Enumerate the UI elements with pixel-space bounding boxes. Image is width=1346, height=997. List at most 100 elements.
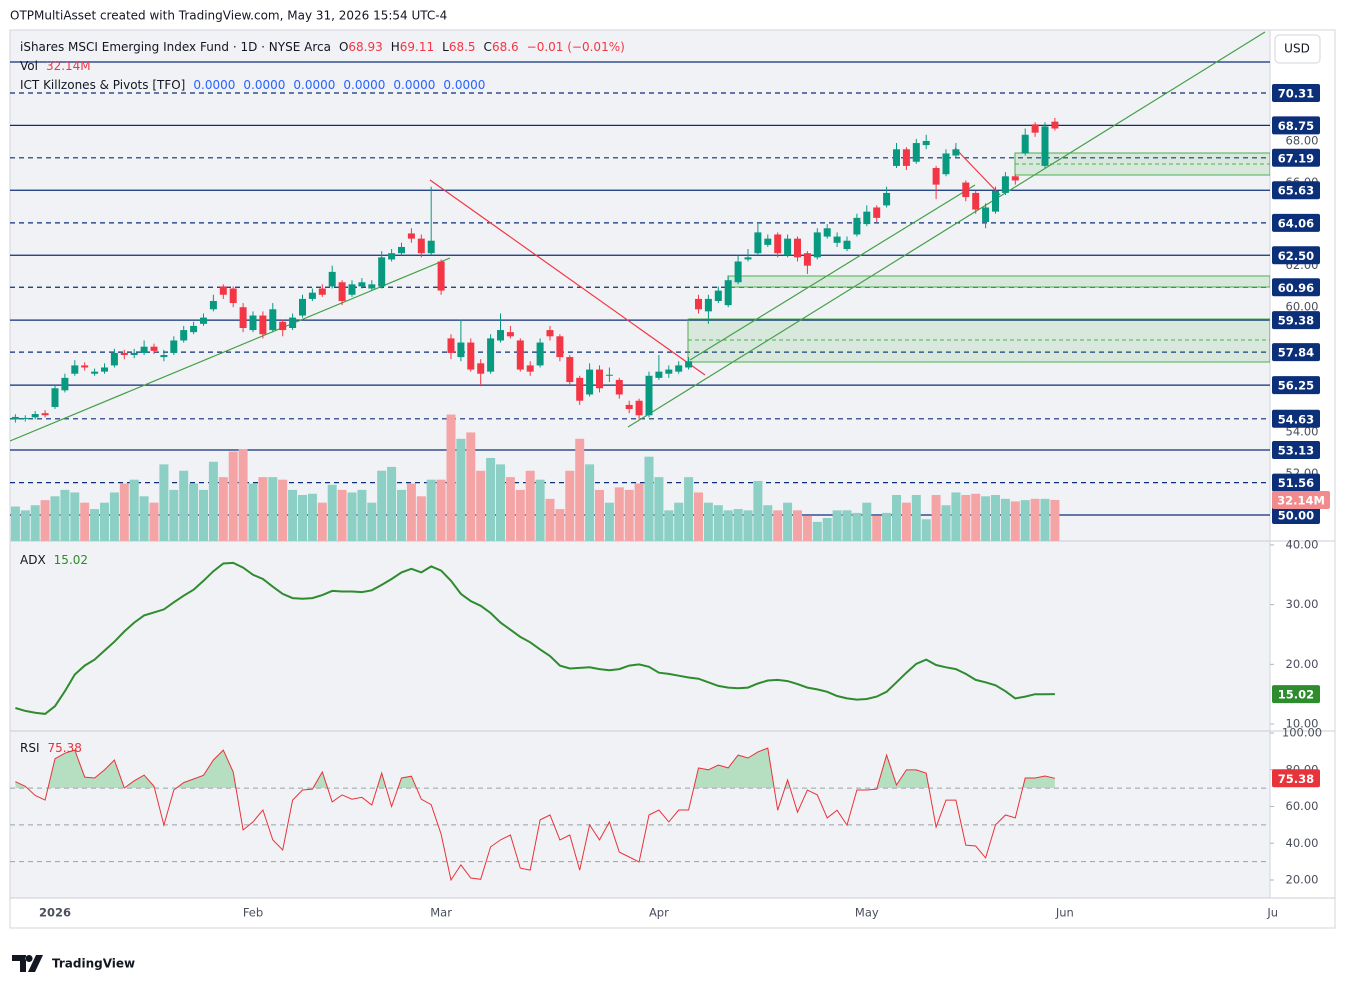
trend-line [954,147,1001,196]
candle-body [328,271,336,287]
brand: TradingView [52,957,135,971]
volume-bar [1020,500,1030,541]
candle-body [1051,121,1059,129]
volume-last-label: 32.14M [1277,493,1325,507]
volume-bar [901,502,911,541]
volume-bar [1030,498,1040,541]
candle-body [71,365,79,374]
candle-body [932,167,940,185]
y-tick-label: 20.00 [1286,872,1319,886]
level-label-box [1272,246,1320,265]
candle-body [922,140,930,146]
volume-bar [525,470,535,541]
candle-body [516,340,524,370]
candle-body [665,369,673,374]
volume-bar [545,498,555,541]
level-label-box [1272,148,1320,167]
candle-body [259,315,267,335]
volume-bars [10,414,1060,541]
volume-bar [783,502,793,541]
ohlc-value: 68.93 [348,40,382,54]
volume-bar [664,510,674,541]
candle-body [843,240,851,250]
volume-bar [317,502,327,541]
candle-body [41,413,49,416]
candle-body [586,369,594,395]
volume-bar [595,489,604,541]
candle-body [437,261,445,291]
volume-bar [129,479,139,541]
volume-bar [80,502,90,541]
candle-body [1011,176,1019,181]
candle-body [714,290,722,301]
level-label: 60.96 [1278,281,1314,295]
volume-bar [1000,498,1010,541]
volume-bar [535,479,545,541]
candle-body [675,365,683,372]
candle-body [813,232,821,258]
volume-bar [585,464,595,541]
level-label: 51.56 [1278,476,1314,490]
indicator-value: 0.0000 [193,78,235,92]
candle-body [794,238,801,258]
volume-bar [149,502,159,541]
candle-body [685,361,693,368]
y-tick-label: 60.00 [1286,799,1319,813]
candle-body [398,246,405,254]
candle-body [249,315,257,331]
candle-body [219,286,227,295]
trend-line [627,31,1266,428]
candle-body [140,346,148,353]
volume-bar [713,505,723,541]
trend-line [10,257,451,442]
candle-body [229,288,237,304]
candle-body [487,338,495,372]
volume-bar [654,477,664,541]
level-label: 68.75 [1278,119,1314,133]
change: −0.01 (−0.01%) [527,40,625,54]
symbol: iShares MSCI Emerging Index Fund · 1D · … [20,40,331,54]
adx-pane [15,561,1055,715]
volume-bar [991,495,1000,541]
candle-body [635,400,643,416]
candle-body [110,352,118,366]
volume-bar [268,477,278,541]
candle-body [1021,134,1029,154]
candle-body [883,192,891,206]
volume-bar [337,489,347,541]
candle-body [942,153,950,175]
candle-body [912,143,920,162]
volume-bar [30,505,40,541]
candle-body [51,388,59,407]
volume-bar [644,456,654,541]
candle-body [992,190,999,212]
volume-bar [307,493,317,541]
candle-body [180,330,188,341]
currency-box[interactable] [1274,34,1321,64]
level-label-box [1272,376,1320,395]
volume-bar [674,502,684,541]
candle-body [615,379,623,395]
volume-bar [476,470,486,541]
volume-bar [20,510,30,541]
volume-bar [466,432,476,541]
candle-body [407,233,415,239]
candle-body [338,282,346,301]
candle-body [497,330,504,341]
ohlc-letter: O [339,40,348,54]
chart-frame [9,29,1336,929]
ohlc-letter: L [442,40,449,54]
volume-bar [40,500,50,541]
currency[interactable]: USD [1284,42,1310,56]
level-label: 65.63 [1278,184,1314,198]
volume-name: Vol [20,59,38,73]
level-label-box [1272,506,1320,525]
last-value-label: 15.02 [1278,688,1314,702]
volume-bar [921,519,931,541]
volume-bar [822,518,832,541]
level-label-box [1272,181,1320,200]
candle-body [427,240,435,254]
volume-label-box [1272,490,1330,509]
